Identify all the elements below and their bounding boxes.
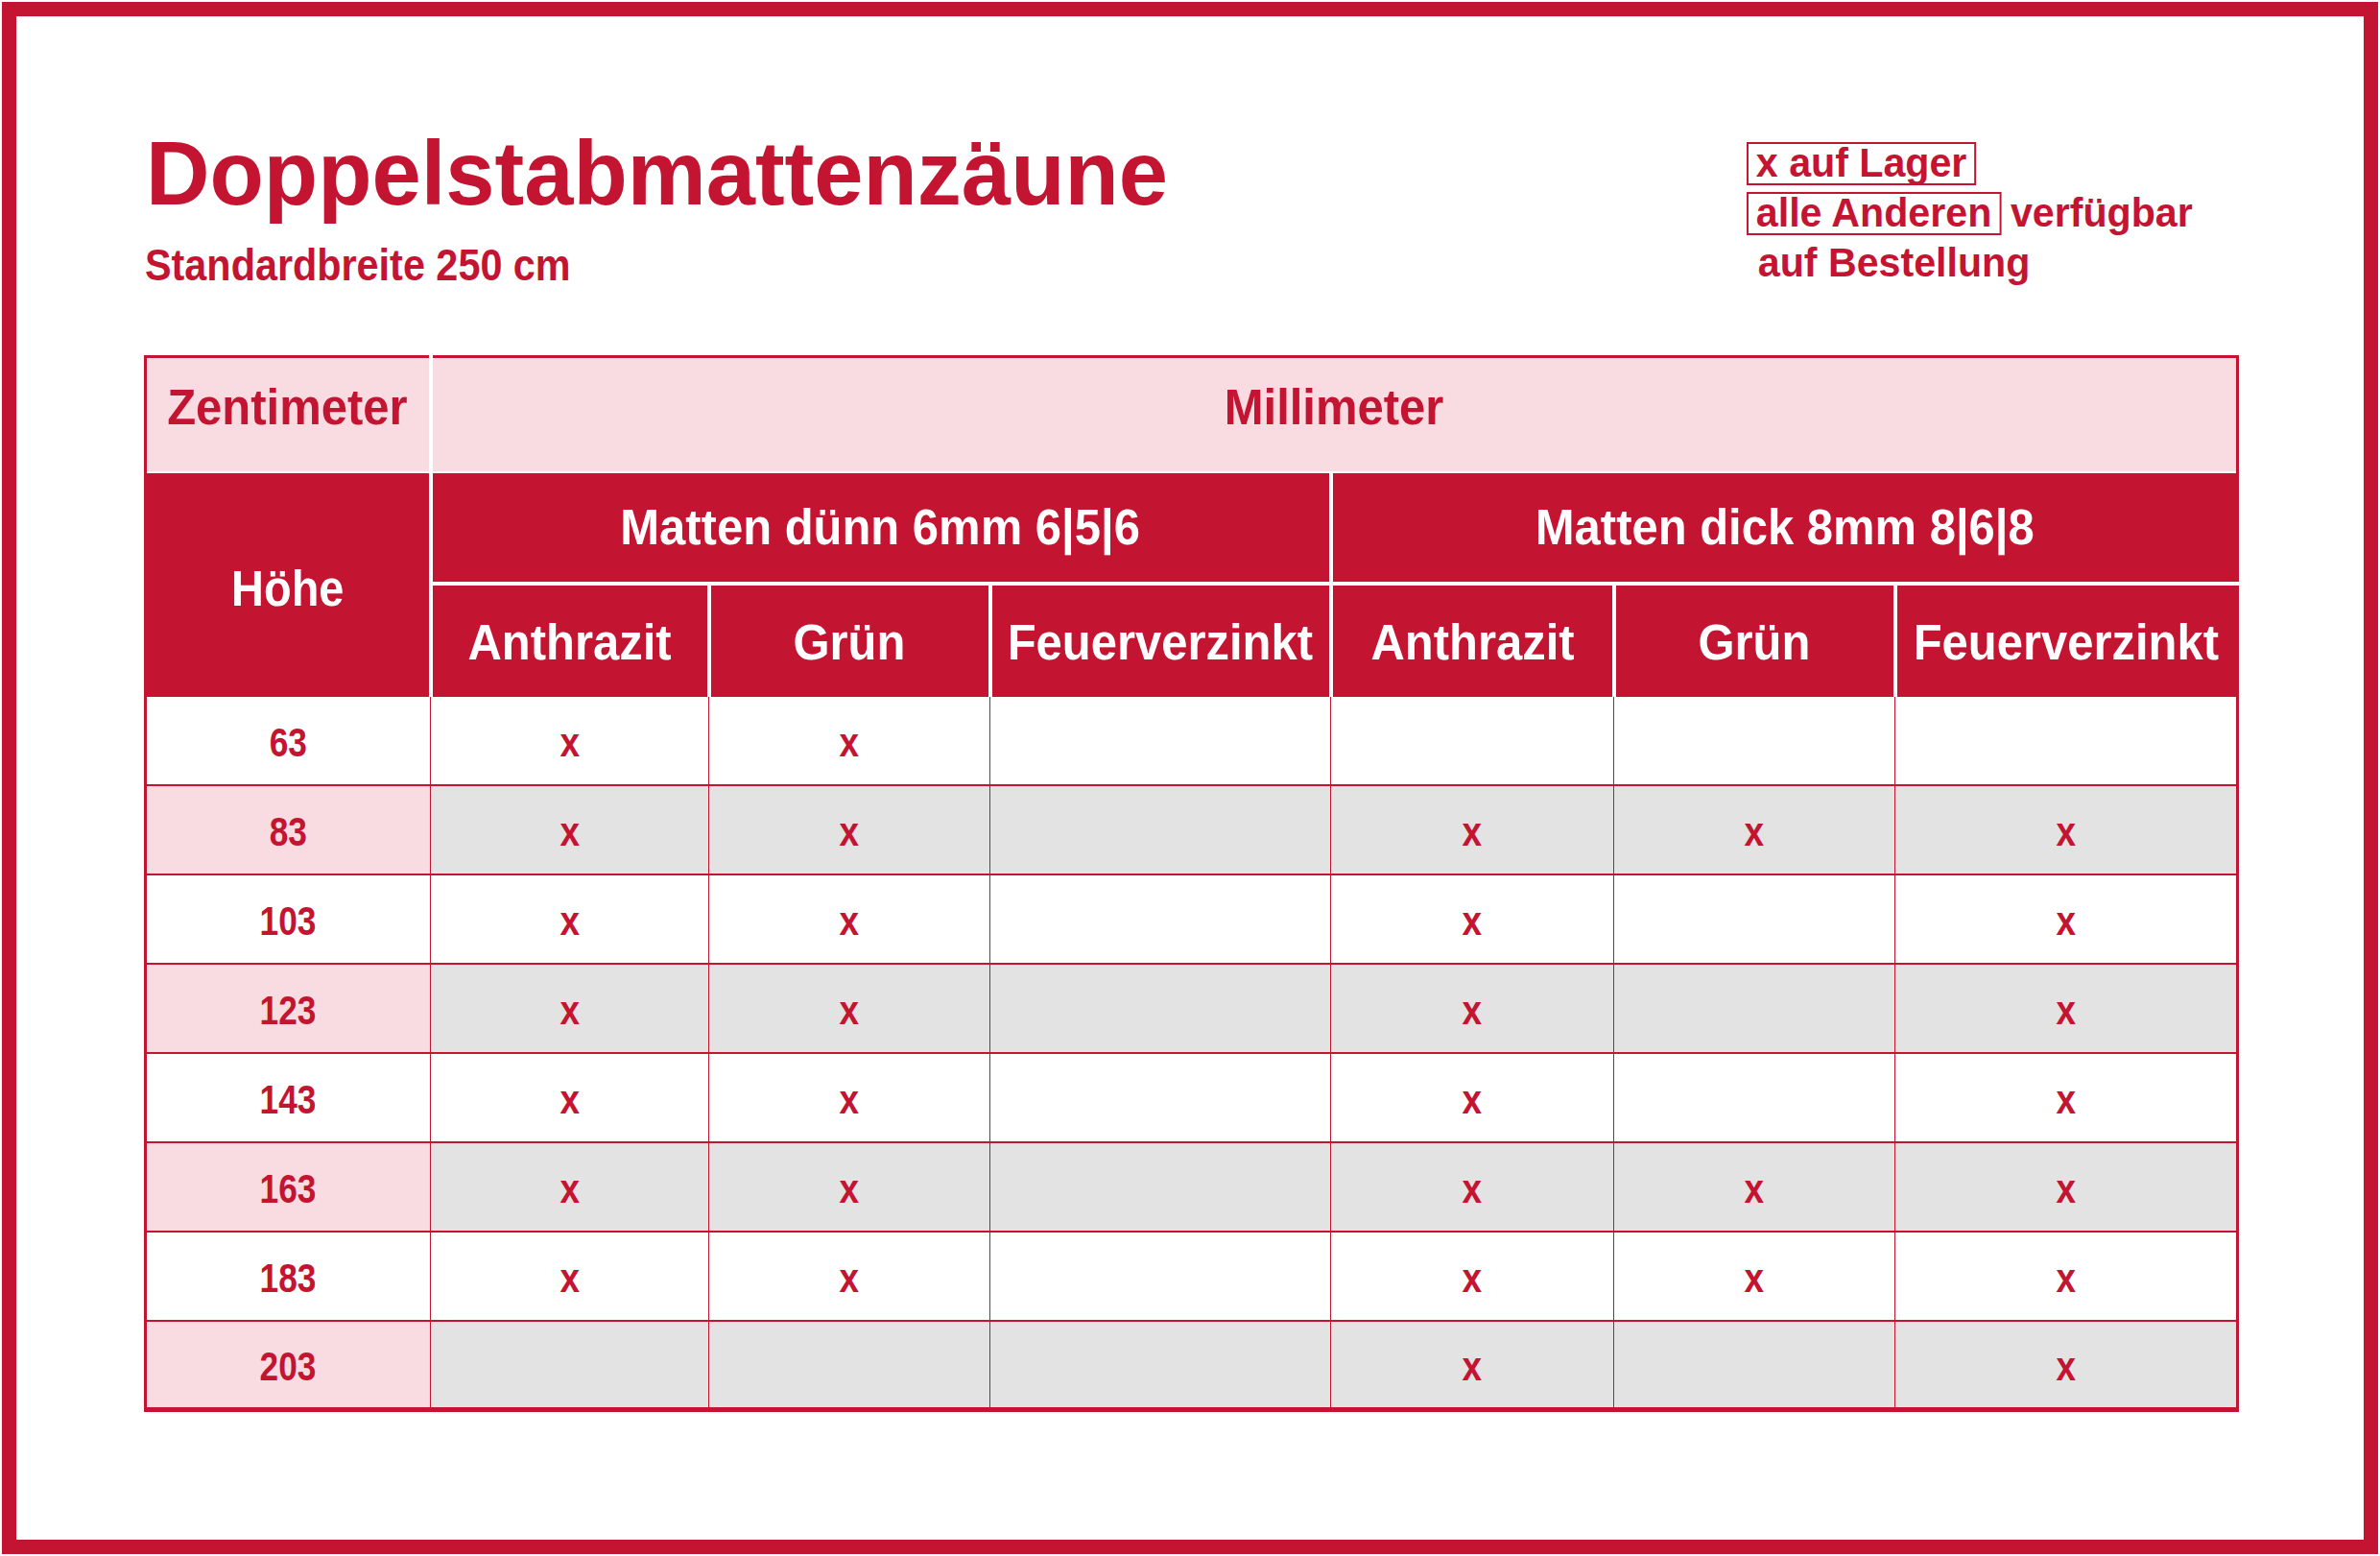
column-header-anthrazit-thin: Anthrazit: [431, 584, 709, 696]
in-stock-mark: x: [1331, 1053, 1614, 1142]
page-subtitle: Standardbreite 250 cm: [145, 242, 571, 287]
empty-cell: [990, 1142, 1331, 1232]
legend-on-order: auf Bestellung: [1747, 242, 2193, 292]
empty-cell: [990, 874, 1331, 964]
empty-cell: [1895, 696, 2238, 785]
in-stock-mark: x: [431, 1232, 709, 1321]
empty-cell: [990, 785, 1331, 874]
in-stock-mark: x: [431, 785, 709, 874]
in-stock-mark: x: [1895, 1053, 2238, 1142]
in-stock-mark: x: [1895, 1321, 2238, 1410]
empty-cell: [1614, 964, 1895, 1053]
column-header-anthrazit-thick: Anthrazit: [1331, 584, 1614, 696]
table-row: 163xxxxx: [146, 1142, 2238, 1232]
table-row: 203 x x: [146, 1321, 2238, 1410]
legend-others-suffix: verfügbar: [2001, 192, 2193, 233]
table-row: 83xxxxx: [146, 785, 2238, 874]
column-header-feuerverzinkt-thick: Feuerverzinkt: [1895, 584, 2238, 696]
in-stock-mark: x: [1895, 1142, 2238, 1232]
empty-cell: [990, 1232, 1331, 1321]
height-value: 163: [146, 1142, 431, 1232]
height-value: 83: [146, 785, 431, 874]
in-stock-mark: x: [709, 1142, 990, 1232]
empty-cell: [990, 964, 1331, 1053]
in-stock-mark: x: [1895, 964, 2238, 1053]
in-stock-mark: x: [431, 696, 709, 785]
column-header-gruen-thin: Grün: [709, 584, 990, 696]
empty-cell: [990, 696, 1331, 785]
in-stock-mark: x: [709, 964, 990, 1053]
empty-cell: [431, 1321, 709, 1410]
in-stock-mark: x: [709, 1053, 990, 1142]
empty-cell: [1331, 696, 1614, 785]
height-value: 183: [146, 1232, 431, 1321]
column-header-feuerverzinkt-thin: Feuerverzinkt: [990, 584, 1331, 696]
in-stock-mark: x: [1331, 785, 1614, 874]
group-header-thin: Matten dünn 6mm 6|5|6: [431, 472, 1331, 584]
availability-legend: x auf Lager alle Anderenverfügbar auf Be…: [1747, 142, 2202, 292]
availability-table: Zentimeter Millimeter Höhe Matten dünn 6…: [144, 355, 2239, 1412]
in-stock-mark: x: [1895, 874, 2238, 964]
unit-header-millimeter: Millimeter: [431, 357, 2238, 472]
in-stock-mark: x: [431, 874, 709, 964]
in-stock-mark: x: [1614, 1232, 1895, 1321]
height-value: 123: [146, 964, 431, 1053]
group-header-row: Höhe Matten dünn 6mm 6|5|6 Matten dick 8…: [146, 472, 2238, 584]
in-stock-mark: x: [1331, 874, 1614, 964]
group-header-thick: Matten dick 8mm 8|6|8: [1331, 472, 2238, 584]
height-value: 63: [146, 696, 431, 785]
unit-header-row: Zentimeter Millimeter: [146, 357, 2238, 472]
height-column-header: Höhe: [146, 472, 431, 696]
in-stock-mark: x: [1614, 1142, 1895, 1232]
table-row: 123xxxx: [146, 964, 2238, 1053]
in-stock-mark: x: [1331, 1232, 1614, 1321]
in-stock-mark: x: [1331, 1142, 1614, 1232]
in-stock-mark: x: [709, 696, 990, 785]
in-stock-mark: x: [431, 1053, 709, 1142]
table-row: 63xx: [146, 696, 2238, 785]
height-value: 103: [146, 874, 431, 964]
page-title: Doppelstabmattenzäune: [146, 128, 1168, 219]
in-stock-mark: x: [1614, 785, 1895, 874]
in-stock-mark: x: [709, 874, 990, 964]
table-row: 103xxxx: [146, 874, 2238, 964]
in-stock-mark: x: [1331, 964, 1614, 1053]
legend-others-boxed: alle Anderen: [1747, 192, 2001, 235]
empty-cell: [1614, 696, 1895, 785]
empty-cell: [1614, 1053, 1895, 1142]
height-value: 143: [146, 1053, 431, 1142]
in-stock-mark: x: [431, 1142, 709, 1232]
column-header-gruen-thick: Grün: [1614, 584, 1895, 696]
height-value: 203: [146, 1321, 431, 1410]
empty-cell: [709, 1321, 990, 1410]
legend-in-stock: x auf Lager: [1747, 142, 1976, 185]
in-stock-mark: x: [1895, 785, 2238, 874]
in-stock-mark: x: [431, 964, 709, 1053]
in-stock-mark: x: [709, 1232, 990, 1321]
empty-cell: [1614, 874, 1895, 964]
empty-cell: [1614, 1321, 1895, 1410]
table-row: 143xxxx: [146, 1053, 2238, 1142]
empty-cell: [990, 1321, 1331, 1410]
empty-cell: [990, 1053, 1331, 1142]
in-stock-mark: x: [709, 785, 990, 874]
unit-header-centimeter: Zentimeter: [146, 357, 431, 472]
in-stock-mark: x: [1895, 1232, 2238, 1321]
in-stock-mark: x: [1331, 1321, 1614, 1410]
color-header-row: Anthrazit Grün Feuerverzinkt Anthrazit G…: [146, 584, 2238, 696]
table-row: 183xxxxx: [146, 1232, 2238, 1321]
